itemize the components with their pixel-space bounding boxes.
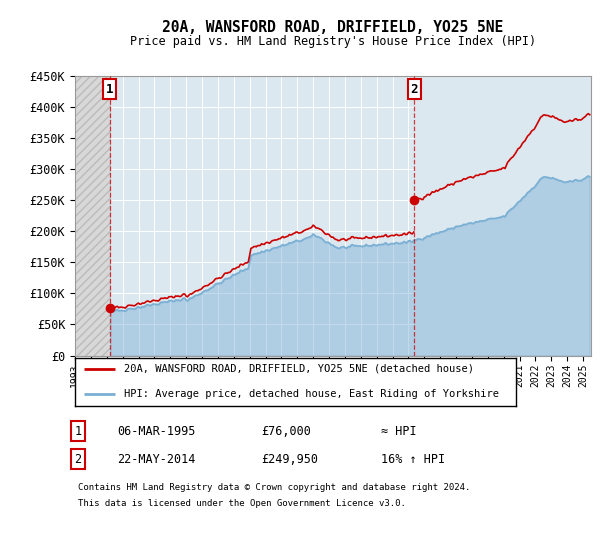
Text: 16% ↑ HPI: 16% ↑ HPI [381,452,445,466]
Text: 20A, WANSFORD ROAD, DRIFFIELD, YO25 5NE (detached house): 20A, WANSFORD ROAD, DRIFFIELD, YO25 5NE … [124,364,473,374]
Text: 22-MAY-2014: 22-MAY-2014 [117,452,196,466]
Text: 1: 1 [74,424,82,438]
Text: 20A, WANSFORD ROAD, DRIFFIELD, YO25 5NE: 20A, WANSFORD ROAD, DRIFFIELD, YO25 5NE [163,20,503,35]
Text: HPI: Average price, detached house, East Riding of Yorkshire: HPI: Average price, detached house, East… [124,389,499,399]
Text: 2: 2 [74,452,82,466]
Text: 06-MAR-1995: 06-MAR-1995 [117,424,196,438]
Text: 2: 2 [410,83,418,96]
Text: Price paid vs. HM Land Registry's House Price Index (HPI): Price paid vs. HM Land Registry's House … [130,35,536,48]
Text: ≈ HPI: ≈ HPI [381,424,416,438]
Bar [415,76,591,356]
Text: Contains HM Land Registry data © Crown copyright and database right 2024.: Contains HM Land Registry data © Crown c… [78,483,470,492]
Text: 1: 1 [106,83,113,96]
Text: £249,950: £249,950 [261,452,318,466]
Text: £76,000: £76,000 [261,424,311,438]
Bar [75,76,110,356]
Text: This data is licensed under the Open Government Licence v3.0.: This data is licensed under the Open Gov… [78,500,406,508]
